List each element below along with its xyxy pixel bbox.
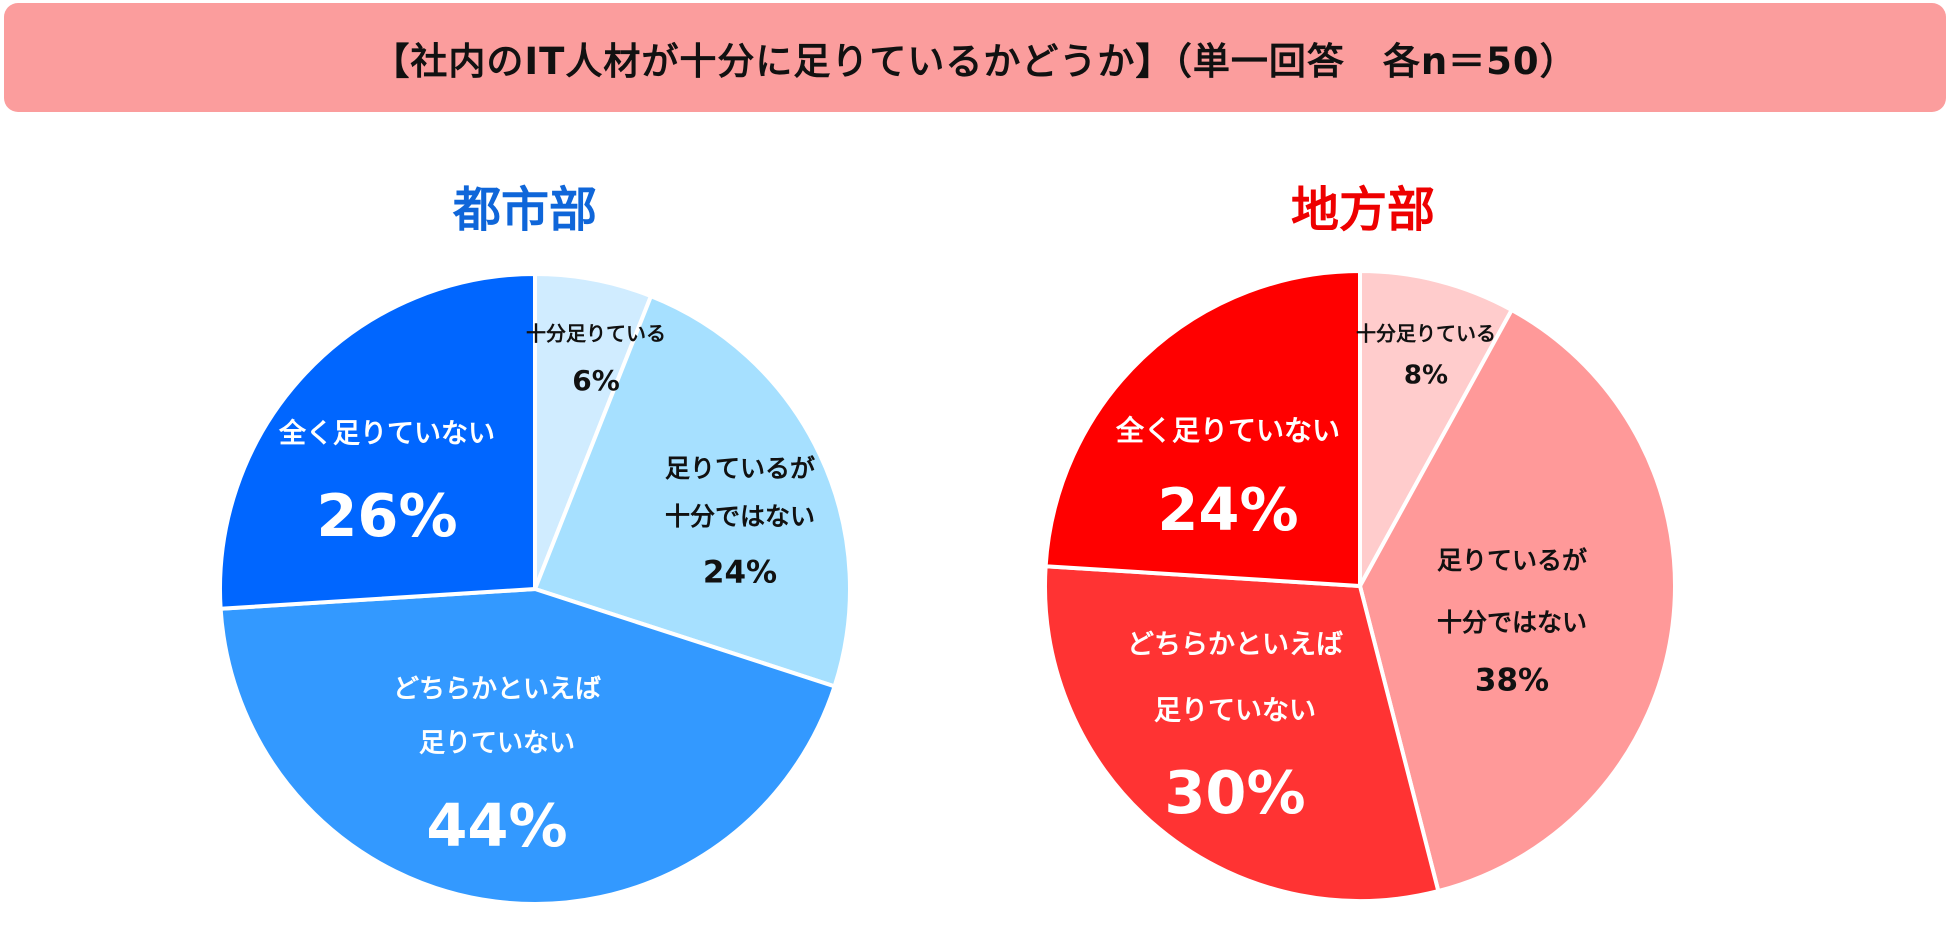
pie-slice-urban-3 (218, 587, 837, 906)
slice-value-rural-2: 38% (1475, 663, 1549, 699)
pie-slice-urban-1 (533, 272, 653, 591)
slice-value-rural-4: 24% (1157, 475, 1298, 544)
slice-value-urban-3: 44% (426, 791, 567, 860)
pie-slice-rural-2 (1358, 307, 1677, 894)
slice-label-rural-2: 十分ではない (1437, 608, 1587, 637)
slice-label-urban-2: 足りているが (665, 454, 815, 483)
pie-slice-rural-4 (1043, 269, 1362, 588)
slice-label-urban-3: 足りていない (419, 729, 575, 759)
slice-label-urban-3: どちらかといえば (393, 675, 601, 705)
slice-value-urban-2: 24% (703, 555, 777, 591)
chart-title: 【社内のIT人材が十分に足りているかどうか】（単一回答 各n＝50） (372, 39, 1578, 83)
slice-label-rural-3: どちらかといえば (1127, 630, 1343, 661)
pie-slice-rural-3 (1043, 564, 1441, 903)
title-banner: 【社内のIT人材が十分に足りているかどうか】（単一回答 各n＝50） (4, 3, 1946, 112)
slice-label-urban-2: 十分ではない (665, 502, 815, 531)
slice-label-rural-1: 十分足りている (1356, 322, 1496, 346)
pie-slice-rural-1 (1358, 269, 1514, 588)
slice-label-urban-4: 全く足りていない (278, 418, 495, 450)
slice-value-urban-1: 6% (572, 364, 620, 397)
slice-label-rural-2: 足りているが (1437, 546, 1587, 575)
slice-label-rural-4: 全く足りていない (1115, 414, 1340, 447)
slice-label-urban-1: 十分足りている (526, 322, 666, 346)
pie-title-rural: 地方部 (1290, 182, 1435, 238)
slice-value-rural-3: 30% (1164, 758, 1305, 827)
slice-value-urban-4: 26% (316, 481, 457, 550)
slice-label-rural-3: 足りていない (1154, 696, 1316, 727)
pie-slice-urban-4 (218, 272, 537, 611)
slice-value-rural-1: 8% (1404, 361, 1448, 391)
pie-title-urban: 都市部 (452, 182, 597, 238)
pie-slice-urban-2 (533, 294, 852, 689)
